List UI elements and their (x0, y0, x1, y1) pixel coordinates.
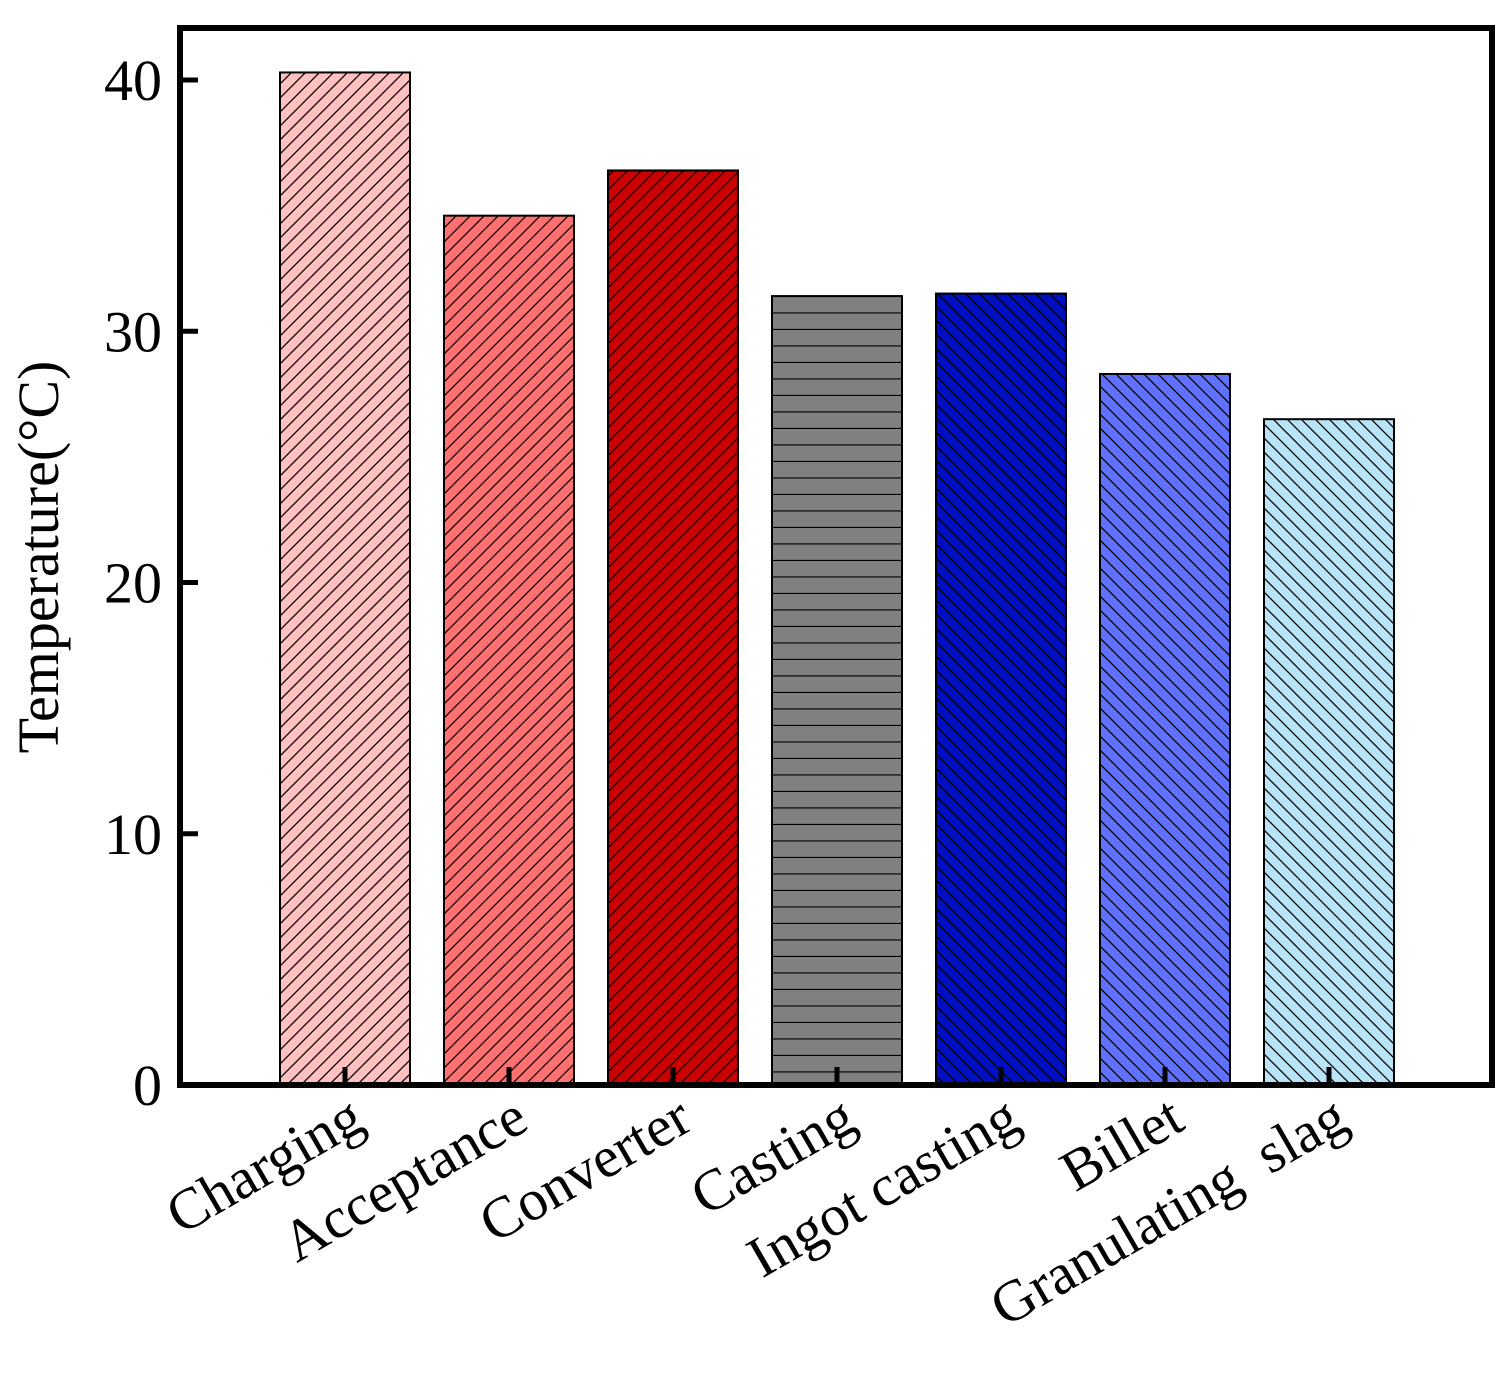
bar-acceptance (443, 214, 575, 1087)
bar-granulating-slag (1263, 418, 1395, 1086)
bar-converter (607, 169, 739, 1086)
bar-casting (771, 295, 903, 1086)
bar-ingot-casting (935, 292, 1067, 1086)
y-tick-label: 40 (104, 48, 162, 113)
plot-frame (177, 25, 1495, 1088)
y-tick-label: 10 (104, 802, 162, 867)
y-tick-label: 30 (104, 299, 162, 364)
bar-billet (1099, 372, 1231, 1086)
y-tick-label: 0 (133, 1053, 162, 1118)
bars-group (279, 71, 1395, 1087)
y-axis-title: Temperature(°C) (6, 361, 71, 754)
bar-charging (279, 71, 411, 1086)
y-tick-label: 20 (104, 551, 162, 616)
